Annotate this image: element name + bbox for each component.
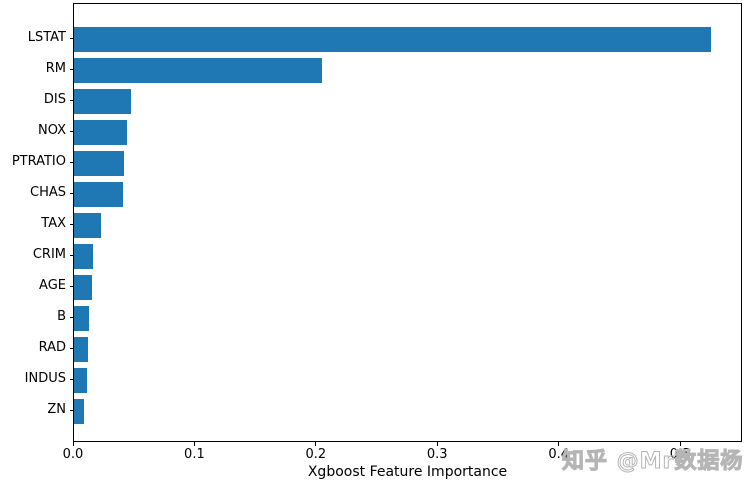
y-tick-label-nox: NOX <box>37 123 66 138</box>
y-tick-label-zn: ZN <box>47 402 66 417</box>
x-tick-label: 0.2 <box>305 447 327 462</box>
bar-ptratio <box>74 150 124 176</box>
plot-area <box>73 3 742 442</box>
y-tick-label-crim: CRIM <box>32 247 66 262</box>
bar-tax <box>74 212 101 238</box>
x-axis-label: Xgboost Feature Importance <box>307 464 508 480</box>
x-tick-mark <box>436 442 438 446</box>
y-tick-mark <box>69 409 73 411</box>
y-tick-mark <box>69 37 73 39</box>
y-tick-mark <box>69 285 73 287</box>
x-tick-label: 0.4 <box>548 447 570 462</box>
y-tick-label-age: AGE <box>39 278 66 293</box>
bar-b <box>74 305 90 331</box>
y-tick-label-rm: RM <box>45 61 66 76</box>
y-tick-mark <box>69 378 73 380</box>
x-tick-mark <box>558 442 560 446</box>
y-tick-mark <box>69 192 73 194</box>
x-tick-mark <box>315 442 317 446</box>
y-tick-mark <box>69 347 73 349</box>
y-tick-label-lstat: LSTAT <box>27 30 66 45</box>
y-tick-label-b: B <box>57 309 66 324</box>
x-tick-mark <box>679 442 681 446</box>
y-tick-label-rad: RAD <box>38 340 66 355</box>
y-tick-mark <box>69 68 73 70</box>
x-tick-label: 0.1 <box>184 447 205 462</box>
bar-chas <box>74 181 123 207</box>
x-tick-mark <box>72 442 74 446</box>
bar-crim <box>74 243 94 269</box>
bar-rm <box>74 57 322 83</box>
bar-age <box>74 274 93 300</box>
bar-zn <box>74 398 84 424</box>
x-tick-label: 0.3 <box>426 447 448 462</box>
x-tick-label: 0.5 <box>669 447 691 462</box>
y-tick-label-ptratio: PTRATIO <box>11 154 66 169</box>
bar-nox <box>74 119 128 145</box>
y-tick-label-tax: TAX <box>41 216 66 231</box>
y-tick-mark <box>69 316 73 318</box>
bar-indus <box>74 367 87 393</box>
bar-dis <box>74 88 132 114</box>
y-tick-label-dis: DIS <box>43 92 66 107</box>
y-tick-label-indus: INDUS <box>24 371 66 386</box>
y-tick-mark <box>69 223 73 225</box>
bar-lstat <box>74 26 712 52</box>
y-tick-mark <box>69 254 73 256</box>
x-tick-label: 0.0 <box>62 447 84 462</box>
bar-rad <box>74 336 88 362</box>
y-tick-mark <box>69 130 73 132</box>
y-tick-mark <box>69 161 73 163</box>
y-tick-mark <box>69 99 73 101</box>
y-tick-label-chas: CHAS <box>30 185 66 200</box>
x-tick-mark <box>193 442 195 446</box>
